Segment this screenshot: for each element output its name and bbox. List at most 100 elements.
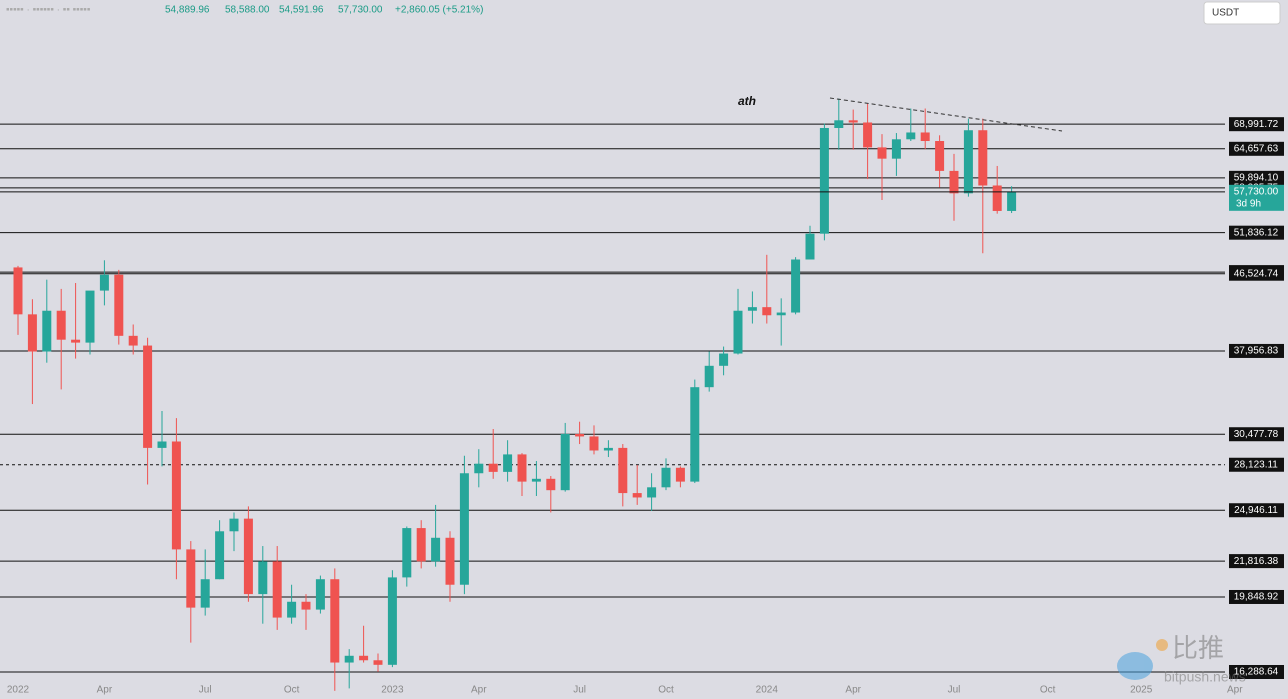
candle-body — [287, 601, 297, 618]
x-tick-label: 2022 — [7, 685, 30, 696]
candle-body — [560, 433, 570, 491]
level-label: 24,946.11 — [1234, 505, 1278, 516]
candle-body — [359, 655, 369, 661]
candle-body — [503, 454, 513, 472]
candle-body — [963, 130, 973, 194]
candle-body — [719, 353, 729, 366]
candle-body — [589, 436, 599, 451]
candle-body — [661, 467, 671, 488]
candle-body — [575, 433, 585, 437]
watermark: 比推 bitpush.news — [1117, 633, 1246, 685]
candle-body — [445, 537, 455, 585]
level-tag — [1229, 554, 1284, 569]
change: +2,860.05 (+5.21%) — [395, 5, 483, 16]
candle-body — [690, 387, 700, 482]
symbol: ▪▪▪▪▪ · ▪▪▪▪▪▪ · ▪▪ ▪▪▪▪▪ — [6, 5, 91, 16]
candle-body — [733, 310, 743, 354]
candle-body — [675, 467, 685, 482]
watermark-site: bitpush.news — [1164, 669, 1246, 685]
candle-body — [906, 132, 916, 140]
candle-body — [762, 307, 772, 316]
level-tag — [1229, 664, 1284, 679]
low: 54,591.96 — [279, 5, 324, 16]
level-tag — [1229, 503, 1284, 518]
candle-body — [85, 290, 95, 343]
candle-body — [272, 561, 282, 618]
level-tag — [1229, 117, 1284, 132]
candle-body — [431, 537, 441, 562]
x-tick-label: Jul — [948, 685, 961, 696]
level-label: 64,657.63 — [1234, 143, 1279, 154]
candle-body — [647, 487, 657, 498]
candle-body — [891, 139, 901, 159]
candle-body — [949, 170, 959, 194]
candle-body — [27, 314, 37, 352]
x-tick-label: Oct — [658, 685, 674, 696]
candle-body — [618, 447, 628, 494]
candle-body — [13, 267, 23, 315]
last-price-tag — [1229, 184, 1284, 211]
candle-body — [186, 549, 196, 608]
open: 54,889.96 — [165, 5, 210, 16]
level-label: 21,816.38 — [1234, 556, 1279, 567]
candle-body — [603, 447, 613, 451]
x-tick-label: Apr — [471, 685, 487, 696]
candle-body — [243, 518, 253, 595]
candle-body — [459, 473, 469, 585]
x-tick-label: Jul — [573, 685, 586, 696]
candle-body — [114, 274, 124, 336]
header: ▪▪▪▪▪ · ▪▪▪▪▪▪ · ▪▪ ▪▪▪▪▪ 54,889.96 58,5… — [6, 5, 483, 16]
x-tick-label: Oct — [1040, 685, 1056, 696]
level-tag — [1229, 141, 1284, 156]
candle-body — [920, 132, 930, 142]
level-label: 46,524.74 — [1234, 268, 1279, 279]
candle-body — [171, 441, 181, 550]
candle-body — [704, 365, 714, 388]
candle-body — [200, 579, 210, 608]
candle-body — [776, 312, 786, 316]
candle-body — [805, 233, 815, 260]
candle-body — [1007, 191, 1017, 211]
level-label: 19,848.92 — [1234, 592, 1279, 603]
x-tick-label: Apr — [1227, 685, 1243, 696]
candle-body — [488, 463, 498, 472]
x-tick-label: Oct — [284, 685, 300, 696]
candle-body — [474, 463, 484, 474]
candle-body — [531, 478, 541, 482]
x-tick-label: Apr — [845, 685, 861, 696]
candle-body — [387, 577, 397, 665]
candle-body — [215, 531, 225, 580]
level-tag — [1229, 457, 1284, 472]
level-label: 16,288.64 — [1234, 667, 1279, 678]
candle-body — [258, 561, 268, 595]
level-label: 28,123.11 — [1234, 459, 1278, 470]
currency[interactable]: USDT — [1212, 8, 1239, 19]
candle-body — [42, 310, 52, 352]
candle-body — [315, 579, 325, 610]
candle-body — [330, 579, 340, 663]
candle-body — [992, 185, 1002, 211]
candle-body — [229, 518, 239, 532]
candle-body — [819, 128, 829, 234]
x-tick-label: 2023 — [381, 685, 404, 696]
logo-dot — [1156, 639, 1168, 651]
candle-body — [56, 310, 66, 340]
candle-body — [157, 441, 167, 448]
candle-body — [344, 655, 354, 663]
bird-logo — [1117, 652, 1153, 680]
candle-body — [99, 274, 109, 291]
x-tick-label: Apr — [97, 685, 113, 696]
candle-body — [128, 335, 138, 346]
countdown: 3d 9h — [1236, 198, 1261, 209]
level-tag — [1229, 225, 1284, 240]
x-tick-label: 2025 — [1130, 685, 1153, 696]
currency-button[interactable] — [1203, 1, 1281, 25]
level-tag — [1229, 343, 1284, 358]
candle-body — [301, 601, 311, 610]
level-tag — [1229, 427, 1284, 442]
level-tag — [1229, 589, 1284, 604]
candle-body — [546, 478, 556, 491]
candle-body — [935, 141, 945, 171]
